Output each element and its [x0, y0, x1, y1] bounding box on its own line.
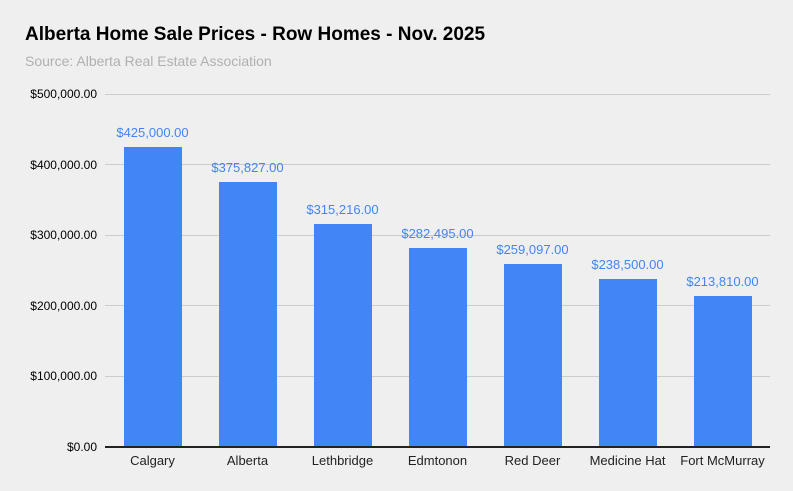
bar-column: $282,495.00 [390, 94, 485, 447]
y-tick-label: $300,000.00 [30, 228, 97, 243]
x-tick-label: Edmtonon [407, 453, 468, 468]
bar-column: $213,810.00 [675, 94, 770, 447]
bar [218, 181, 277, 447]
y-tick-label: $0.00 [66, 440, 97, 454]
bar-value-label: $213,810.00 [686, 274, 759, 290]
y-tick-label: $500,000.00 [30, 87, 97, 101]
x-tick-label: Fort McMurray [680, 453, 765, 468]
bar-value-label: $315,216.00 [306, 202, 379, 218]
bar-value-label: $238,500.00 [591, 256, 664, 272]
bar-column: $425,000.00 [105, 94, 200, 447]
bar-column: $315,216.00 [295, 94, 390, 447]
gridline [105, 93, 770, 95]
x-tick-label: Alberta [226, 453, 269, 468]
chart-title: Alberta Home Sale Prices - Row Homes - N… [25, 24, 486, 45]
bar [313, 224, 372, 447]
x-tick-label: Medicine Hat [589, 453, 666, 468]
y-tick-label: $200,000.00 [30, 298, 97, 313]
y-tick-label: $400,000.00 [30, 157, 97, 172]
x-axis-labels: Calgary Alberta Lethbridge Edmtonon Red Deer… [105, 453, 770, 468]
bar-value-label: $425,000.00 [116, 124, 189, 140]
chart-source: Source: Alberta Real Estate Association [25, 53, 272, 69]
gridline [105, 234, 770, 236]
plot-area: $425,000.00 $375,827.00 $315,216.00 $282,49… [105, 94, 770, 447]
bar [598, 278, 657, 447]
x-tick-label: Calgary [130, 453, 175, 468]
x-tick-label: Red Deer [504, 453, 561, 468]
bar [503, 264, 562, 447]
bar-column: $259,097.00 [485, 94, 580, 447]
x-tick-label: Lethbridge [311, 453, 374, 468]
x-axis-line [105, 446, 770, 448]
bar-column: $238,500.00 [580, 94, 675, 447]
bar [408, 247, 467, 447]
bar [693, 296, 752, 447]
gridline [105, 164, 770, 166]
bar-value-label: $282,495.00 [401, 225, 474, 241]
bar-value-label: $259,097.00 [496, 242, 569, 258]
bar-column: $375,827.00 [200, 94, 295, 447]
bar [123, 146, 182, 447]
y-tick-label: $100,000.00 [30, 369, 97, 384]
bar-value-label: $375,827.00 [211, 159, 284, 175]
